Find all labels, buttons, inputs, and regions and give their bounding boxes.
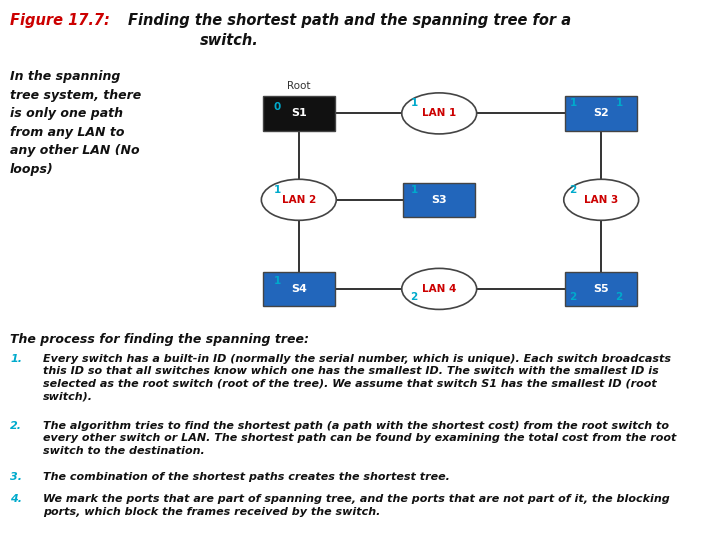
Text: The process for finding the spanning tree:: The process for finding the spanning tre… [10, 333, 309, 346]
Text: switch.: switch. [200, 33, 259, 49]
Text: 2: 2 [570, 292, 577, 302]
Text: S1: S1 [291, 109, 307, 118]
Text: 3.: 3. [10, 472, 22, 483]
Text: 4.: 4. [10, 494, 22, 504]
Text: Root: Root [287, 80, 310, 91]
FancyBboxPatch shape [565, 96, 637, 131]
Text: LAN 1: LAN 1 [422, 109, 456, 118]
Text: S3: S3 [431, 195, 447, 205]
Text: The combination of the shortest paths creates the shortest tree.: The combination of the shortest paths cr… [43, 472, 450, 483]
Text: S4: S4 [291, 284, 307, 294]
Text: 1: 1 [274, 185, 281, 195]
FancyBboxPatch shape [263, 272, 335, 306]
Text: Finding the shortest path and the spanning tree for a: Finding the shortest path and the spanni… [128, 14, 571, 29]
Text: We mark the ports that are part of spanning tree, and the ports that are not par: We mark the ports that are part of spann… [43, 494, 670, 517]
Ellipse shape [261, 179, 336, 220]
Text: 1: 1 [274, 276, 281, 286]
Text: S2: S2 [593, 109, 609, 118]
Text: The algorithm tries to find the shortest path (a path with the shortest cost) fr: The algorithm tries to find the shortest… [43, 421, 677, 456]
Text: 1.: 1. [10, 354, 22, 364]
Text: 0: 0 [274, 102, 281, 112]
Text: 2.: 2. [10, 421, 22, 431]
Text: 1: 1 [570, 98, 577, 107]
Text: 2: 2 [616, 292, 623, 302]
Text: 2: 2 [570, 185, 577, 195]
Ellipse shape [564, 179, 639, 220]
FancyBboxPatch shape [403, 183, 475, 217]
Text: 1: 1 [616, 98, 623, 107]
Text: 2: 2 [410, 292, 418, 302]
Text: LAN 3: LAN 3 [584, 195, 618, 205]
Text: 1: 1 [410, 98, 418, 107]
Text: In the spanning
tree system, there
is only one path
from any LAN to
any other LA: In the spanning tree system, there is on… [10, 70, 141, 176]
Text: LAN 2: LAN 2 [282, 195, 316, 205]
Ellipse shape [402, 93, 477, 134]
FancyBboxPatch shape [263, 96, 335, 131]
Text: LAN 4: LAN 4 [422, 284, 456, 294]
Text: 1: 1 [410, 185, 418, 195]
Text: Figure 17.7:: Figure 17.7: [10, 14, 110, 29]
FancyBboxPatch shape [565, 272, 637, 306]
Text: S5: S5 [593, 284, 609, 294]
Text: Every switch has a built-in ID (normally the serial number, which is unique). Ea: Every switch has a built-in ID (normally… [43, 354, 671, 401]
Ellipse shape [402, 268, 477, 309]
